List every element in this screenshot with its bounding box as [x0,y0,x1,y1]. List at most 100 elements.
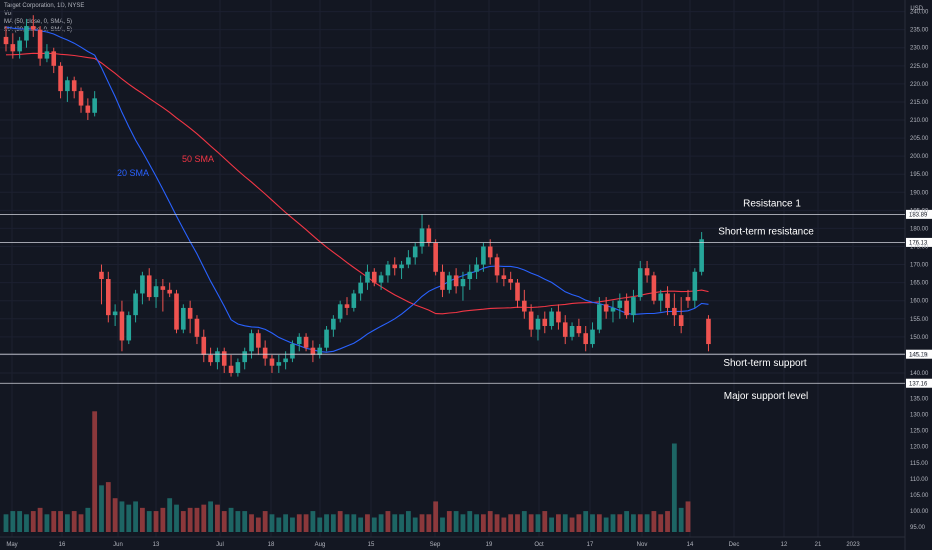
sma50-path [5,52,709,315]
price-tick-label: 210.00 [910,118,929,124]
volume-bar [180,511,186,532]
sma50-annotation: 50 SMA [182,154,214,164]
volume-bar [671,443,677,532]
candle-body [644,268,650,276]
candle-body [344,304,350,308]
volume-bar [105,482,111,532]
level-tag-value: 183.89 [909,213,928,219]
sma20-path [5,26,709,353]
candle-body [181,307,186,330]
candle-body [269,358,275,366]
candle-body [535,318,541,330]
time-tick-label: 19 [486,542,493,548]
candle-body [460,279,466,287]
price-tick-label: 205.00 [910,136,929,142]
time-tick-label: 13 [153,542,160,548]
price-axis[interactable]: 240.00 235.00 230.00 225.00 220.00 215.00 210.… [910,10,929,532]
volume-bar [126,504,132,532]
price-tick-label: 170.00 [910,263,929,269]
candle-body [146,275,152,298]
volume-bar [508,514,514,532]
volume-bar [221,511,227,532]
candle-body [85,105,91,113]
candle-body [221,351,227,366]
time-tick-label: 2023 [846,542,860,548]
price-tick-label: 175.00 [910,244,929,250]
price-tick-label: 230.00 [910,46,929,52]
time-tick-label: 15 [368,542,375,548]
volume-bar [317,517,323,532]
candle-body [140,275,145,294]
candle-body [283,358,288,363]
volume-bar [590,514,595,532]
price-tick-label: 160.00 [910,299,929,305]
candle-body [597,304,602,330]
volume-bar [58,511,63,532]
candle-body [590,329,595,345]
candle-body [399,264,404,269]
candle-body [249,333,254,352]
candle-body [392,264,398,269]
level-label: Major support level [724,391,808,402]
volume-bar [631,514,636,532]
legend-symbol: Target Corporation, 1D, NYSE [4,3,85,9]
volume-bar [644,514,650,532]
volume-bar [358,517,364,532]
candle-body [371,271,377,283]
time-tick-label: May [6,542,17,548]
time-tick-label: 17 [587,542,594,548]
candle-body [106,279,111,316]
volume-bar [330,514,336,532]
volume-bar [276,517,282,532]
candle-body [24,26,29,41]
candle-body [10,44,16,52]
candle-body [160,286,166,290]
candle-body [37,29,43,59]
volume-bar [71,511,77,532]
time-axis[interactable]: May 16 Jun 13 Jul 18 Aug 15 Sep 19 Oct 17 Nov 14 Dec 12… [6,542,860,548]
candle-body [365,271,370,283]
volume-bar [371,517,377,532]
sma20-line [5,26,709,353]
candle-body [296,336,302,345]
legend-volume: Vol [4,11,13,17]
candle-body [17,40,22,52]
volume-bar [324,514,329,532]
volume-bar [296,514,302,532]
candle-body [331,318,336,330]
candle-body [242,351,247,363]
volume-bar [399,514,404,532]
candle-body [481,246,486,265]
candle-body [133,293,138,316]
legend-ma50: MA (50, close, 0, SMA, 5) [4,19,73,25]
grid [0,0,906,550]
candle-body [208,354,213,363]
price-tick-label: 225.00 [910,64,929,70]
volume-tick-label: 130.00 [910,413,929,419]
volume-bar [678,507,684,532]
volume-bar [78,514,84,532]
level-tag-value: 137.16 [909,381,928,387]
price-tick-label: 155.00 [910,317,929,323]
candle-body [174,293,179,330]
time-tick-label: Aug [315,542,326,548]
volume-bar [92,411,98,532]
volume-bar [487,511,493,532]
volume-tick-label: 135.00 [910,396,929,402]
level-tag [906,237,932,247]
candle-body [235,362,241,373]
candle-body [65,80,70,92]
time-tick-label: Nov [637,542,648,548]
candle-body [51,51,57,66]
volume-bar [235,511,241,532]
candle-body [324,329,329,348]
volume-bar [617,514,623,532]
volume-tick-label: 115.00 [910,461,929,467]
volume-bar [167,498,173,532]
volume-bar [665,511,670,532]
volume-bar [426,514,432,532]
candle-body [678,315,684,326]
candle-body [494,257,500,276]
time-tick-label: Jul [216,542,224,548]
